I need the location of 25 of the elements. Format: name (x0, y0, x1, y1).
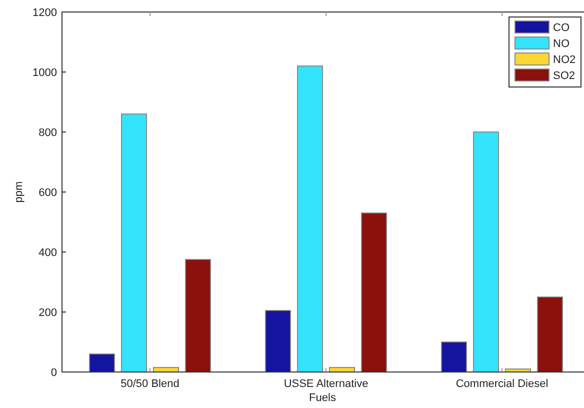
y-tick-label: 0 (50, 366, 57, 379)
bar (89, 354, 115, 372)
bar (441, 342, 467, 372)
x-axis-title: Fuels (309, 392, 336, 404)
legend-label: NO2 (553, 54, 576, 66)
y-tick-label: 1200 (32, 6, 57, 19)
y-tick-label: 600 (38, 186, 57, 199)
bar (473, 132, 499, 372)
bar (265, 310, 291, 372)
bar (185, 259, 211, 372)
x-tick-label: Commercial Diesel (456, 378, 548, 390)
bar (121, 114, 147, 372)
y-tick-label: 200 (38, 306, 57, 319)
y-axis-title: ppm (13, 181, 25, 203)
bar (537, 296, 563, 372)
legend-label: CO (553, 22, 570, 34)
legend-label: SO2 (553, 70, 576, 82)
y-tick-label: 1000 (32, 66, 57, 79)
y-tick-label: 800 (38, 126, 57, 139)
x-tick-label: 50/50 Blend (120, 378, 180, 390)
legend-label: NO (553, 38, 570, 50)
x-tick-label: USSE Alternative (284, 378, 368, 390)
bar (297, 66, 323, 372)
bar (361, 212, 387, 372)
y-tick-label: 400 (38, 246, 57, 259)
